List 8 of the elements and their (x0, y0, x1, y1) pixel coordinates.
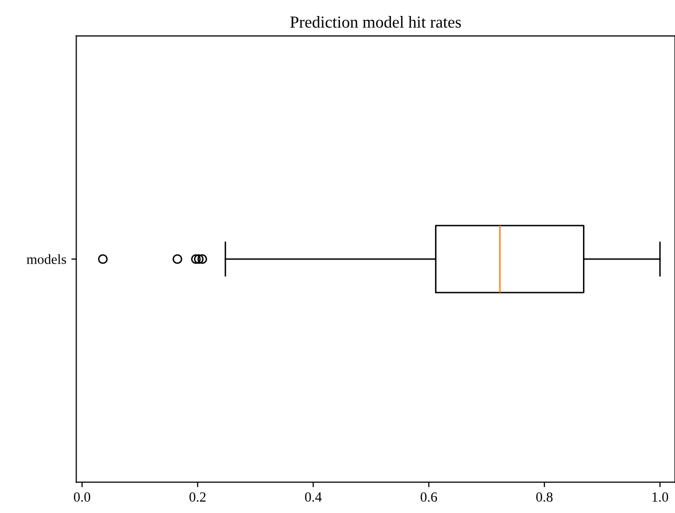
y-tick-label: models (26, 254, 66, 264)
x-tick-label: 0.4 (305, 492, 322, 502)
chart-title: Prediction model hit rates (290, 16, 461, 28)
x-tick-label: 0.8 (536, 492, 553, 502)
x-tick-label: 0.0 (74, 492, 90, 502)
x-tick-label: 0.2 (189, 492, 206, 502)
x-tick-label: 1.0 (652, 492, 668, 502)
x-tick-label: 0.6 (420, 492, 438, 502)
